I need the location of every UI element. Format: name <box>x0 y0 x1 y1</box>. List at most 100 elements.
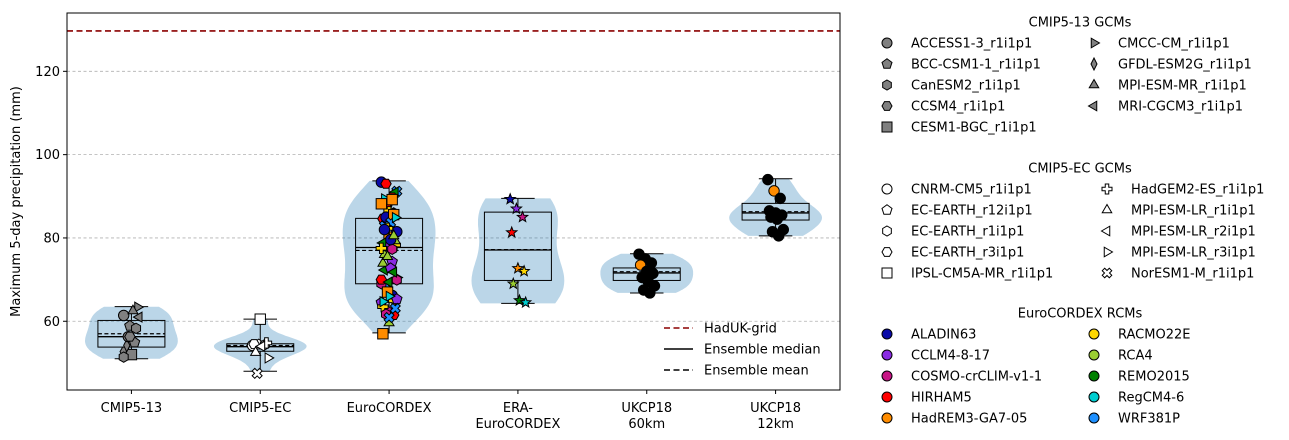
legend-marker <box>881 183 893 195</box>
violin <box>471 198 565 304</box>
legend-outer: CMIP5-13 GCMs ACCESS1-3_r1i1p1 BCC-CSM1-1_… <box>881 16 1264 427</box>
data-point <box>774 192 786 205</box>
legend-title: CMIP5-13 GCMs <box>1029 16 1132 31</box>
data-point <box>517 264 531 277</box>
data-points <box>117 173 790 380</box>
y-axis: 60 80 100 120 <box>35 65 67 330</box>
legend-marker <box>1088 391 1100 403</box>
legend-label: Ensemble mean <box>704 364 809 379</box>
data-point <box>387 229 400 240</box>
boxes <box>97 178 810 372</box>
data-point <box>386 266 398 278</box>
legend-marker <box>881 267 893 279</box>
y-grid <box>67 70 840 322</box>
x-axis: CMIP5-13 CMIP5-EC EuroCORDEX ERA-EuroCORDEX… <box>101 390 801 432</box>
x-tick-label: ERA-EuroCORDEX <box>475 401 560 432</box>
legend-label: MPI-ESM-LR_r1i1p1 <box>1131 204 1256 219</box>
data-point <box>377 256 389 267</box>
legend-label: HadGEM2-ES_r1i1p1 <box>1131 183 1264 198</box>
y-tick-label: 80 <box>43 231 60 246</box>
data-point <box>386 193 398 206</box>
data-point <box>377 328 389 340</box>
data-point <box>255 340 266 353</box>
legend-marker <box>881 328 893 340</box>
legend-marker <box>1088 78 1100 89</box>
legend-marker <box>881 58 893 69</box>
data-point <box>772 230 785 242</box>
data-point <box>124 331 136 342</box>
legend-marker <box>1090 56 1098 72</box>
legend-marker <box>1087 100 1098 112</box>
legend-marker <box>1101 203 1113 214</box>
legend-section: CMIP5-EC GCMs CNRM-CM5_r1i1p1 EC-EARTH_r12… <box>881 162 1264 282</box>
legend-label: CanESM2_r1i1p1 <box>911 79 1021 94</box>
legend-label: CMCC-CM_r1i1p1 <box>1118 37 1230 52</box>
data-point <box>391 211 402 224</box>
legend-marker <box>1088 349 1100 361</box>
data-point <box>131 322 142 335</box>
legend-marker <box>1088 370 1100 382</box>
data-point <box>260 337 273 349</box>
data-point <box>768 185 780 197</box>
legend-label: COSMO-crCLIM-v1-1 <box>911 370 1042 385</box>
legend-label: MPI-ESM-LR_r3i1p1 <box>1131 246 1256 261</box>
legend-marker <box>881 204 893 215</box>
legend-marker <box>881 101 893 111</box>
legend-label: CESM1-BGC_r1i1p1 <box>911 121 1037 136</box>
legend-label: MPI-ESM-LR_r2i1p1 <box>1131 225 1256 240</box>
legend-label: EC-EARTH_r3i1p1 <box>911 246 1024 261</box>
data-point <box>519 295 533 309</box>
data-point <box>381 249 394 261</box>
legend-marker <box>881 121 893 133</box>
data-point <box>771 213 783 225</box>
y-tick-label: 120 <box>35 65 60 80</box>
legend-marker <box>1101 267 1113 279</box>
legend-marker <box>882 225 892 237</box>
data-point <box>762 173 774 186</box>
legend-title: CMIP5-EC GCMs <box>1028 162 1132 177</box>
data-point <box>254 313 266 325</box>
data-point <box>383 311 395 324</box>
data-point <box>375 242 388 255</box>
legend-label: CNRM-CM5_r1i1p1 <box>911 183 1032 198</box>
legend-marker <box>1088 412 1100 424</box>
legend-label: WRF381P <box>1118 412 1180 427</box>
data-point <box>134 301 145 313</box>
legend-marker <box>1101 183 1113 195</box>
legend-marker <box>881 370 893 382</box>
legend-marker <box>1103 246 1114 258</box>
data-point <box>375 198 388 210</box>
legend-label: ALADIN63 <box>911 328 976 343</box>
data-point <box>249 345 262 356</box>
legend-label: GFDL-ESM2G_r1i1p1 <box>1118 58 1252 73</box>
data-point <box>509 201 523 215</box>
data-point <box>118 351 129 363</box>
data-point <box>503 192 517 205</box>
data-point <box>644 287 656 299</box>
legend-label: HadUK-grid <box>704 322 777 337</box>
data-point <box>511 261 525 274</box>
legend-inner: HadUK-grid Ensemble median Ensemble mean <box>664 322 821 379</box>
x-tick-label: UKCP18 60km <box>621 401 672 432</box>
legend-section: CMIP5-13 GCMs ACCESS1-3_r1i1p1 BCC-CSM1-1_… <box>881 16 1252 136</box>
data-point <box>506 276 520 290</box>
data-point <box>127 304 139 315</box>
data-point <box>512 293 526 306</box>
legend-marker <box>881 247 893 257</box>
plot-frame <box>66 12 841 391</box>
legend-label: HIRHAM5 <box>911 391 972 406</box>
data-point <box>379 295 390 308</box>
y-axis-label: Maximum 5-day precipitation (mm) <box>9 86 24 317</box>
legend-label: BCC-CSM1-1_r1i1p1 <box>911 58 1041 73</box>
legend-marker <box>882 79 892 91</box>
x-tick-label: CMIP5-13 <box>101 401 162 416</box>
y-tick-label: 60 <box>43 315 60 330</box>
legend-label: MPI-ESM-MR_r1i1p1 <box>1118 79 1247 94</box>
legend-label: IPSL-CM5A-MR_r1i1p1 <box>911 267 1053 282</box>
legend-marker <box>1100 225 1111 237</box>
legend-title: EuroCORDEX RCMs <box>1018 307 1143 322</box>
legend-label: HadREM3-GA7-05 <box>911 412 1027 427</box>
legend-label: ACCESS1-3_r1i1p1 <box>911 37 1032 52</box>
data-point <box>264 352 275 364</box>
